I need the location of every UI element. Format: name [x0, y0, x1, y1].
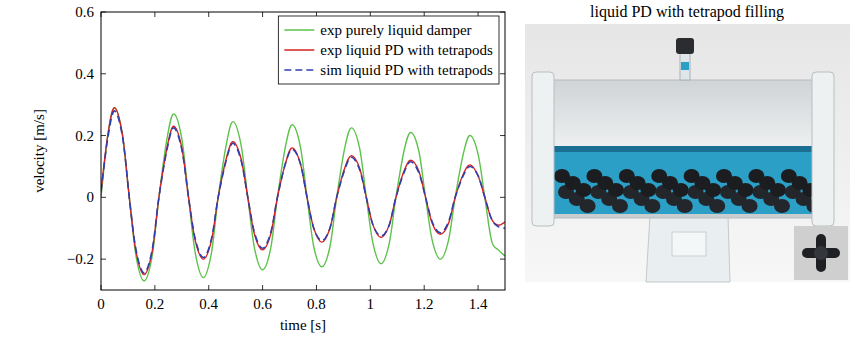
photo-background: [525, 24, 850, 282]
x-axis-title: time [s]: [280, 317, 326, 333]
liquid: [552, 146, 814, 214]
stand: [646, 216, 730, 282]
x-tick-label: 0: [97, 296, 105, 312]
liquid-surface: [552, 146, 814, 152]
canvas: 0 0.2 0.4 0.6 0.8 1 1.2 1.4 −0.2 0 0.2 0.4 0.6 time […: [0, 0, 855, 338]
legend-swatch: [284, 69, 314, 71]
y-tick-label: −0.2: [67, 251, 94, 267]
y-tick: [101, 135, 106, 136]
end-cap: [532, 72, 554, 226]
x-tick: [316, 285, 317, 290]
x-tick: [478, 285, 479, 290]
tetrapod: [580, 199, 596, 213]
tetrapod: [612, 199, 628, 213]
y-tick: [500, 197, 505, 198]
legend: exp purely liquid damper exp liquid PD wi…: [278, 16, 499, 84]
end-cap: [812, 72, 834, 226]
y-tick: [101, 73, 106, 74]
y-tick-label: 0.2: [75, 128, 94, 144]
inset: [794, 226, 848, 280]
x-tick: [154, 285, 155, 290]
y-axis-title: velocity [m/s]: [31, 109, 47, 193]
y-tick: [500, 73, 505, 74]
tetrapods: [554, 169, 822, 213]
y-tick-label: 0.4: [75, 66, 94, 82]
y-tick-label: 0: [87, 189, 95, 205]
x-tick-label: 1.4: [469, 296, 488, 312]
valve-stem: [680, 52, 690, 80]
tetrapod: [742, 199, 758, 213]
tetrapod: [576, 183, 592, 197]
photo-title: liquid PD with tetrapod filling: [590, 3, 784, 21]
valve-cap: [676, 38, 694, 54]
y-tick: [101, 197, 106, 198]
x-tick: [154, 12, 155, 17]
legend-label: exp purely liquid damper: [320, 22, 471, 38]
series-line: [101, 108, 505, 275]
legend-box: [278, 16, 499, 84]
tetrapod: [705, 183, 721, 197]
tube: [548, 80, 818, 218]
y-tick: [101, 259, 106, 260]
axes: 0 0.2 0.4 0.6 0.8 1 1.2 1.4 −0.2 0 0.2 0.4 0.6 time […: [31, 4, 505, 333]
x-tick-label: 0.4: [199, 296, 218, 312]
x-tick-label: 0.6: [253, 296, 272, 312]
stand-block: [672, 232, 706, 256]
tetrapod: [770, 183, 786, 197]
inset-tetrapod: [814, 246, 828, 260]
legend-swatch: [284, 49, 314, 51]
x-tick: [208, 12, 209, 17]
x-tick-label: 0.8: [307, 296, 326, 312]
x-tick: [262, 12, 263, 17]
tetrapod: [677, 199, 693, 213]
x-tick-label: 0.2: [145, 296, 164, 312]
tetrapod: [673, 183, 689, 197]
valve-liquid: [681, 62, 689, 70]
x-tick-label: 1.2: [415, 296, 434, 312]
legend-swatch: [284, 29, 314, 31]
x-tick: [424, 285, 425, 290]
plot-frame: [101, 12, 505, 290]
series-line: [101, 111, 505, 273]
y-tick-label: 0.6: [75, 4, 94, 20]
legend-label: sim liquid PD with tetrapods: [320, 62, 493, 78]
photo: [525, 24, 850, 282]
tetrapod: [608, 183, 624, 197]
plot-lines: [101, 108, 505, 281]
tetrapod: [644, 199, 660, 213]
tetrapod: [640, 183, 656, 197]
x-tick: [370, 285, 371, 290]
x-tick-label: 1: [367, 296, 375, 312]
y-tick: [500, 259, 505, 260]
y-tick: [500, 135, 505, 136]
x-tick: [208, 285, 209, 290]
tetrapod: [709, 199, 725, 213]
legend-label: exp liquid PD with tetrapods: [320, 42, 493, 58]
x-tick: [262, 285, 263, 290]
tetrapod: [738, 183, 754, 197]
series-line: [101, 108, 505, 281]
tetrapod: [774, 199, 790, 213]
